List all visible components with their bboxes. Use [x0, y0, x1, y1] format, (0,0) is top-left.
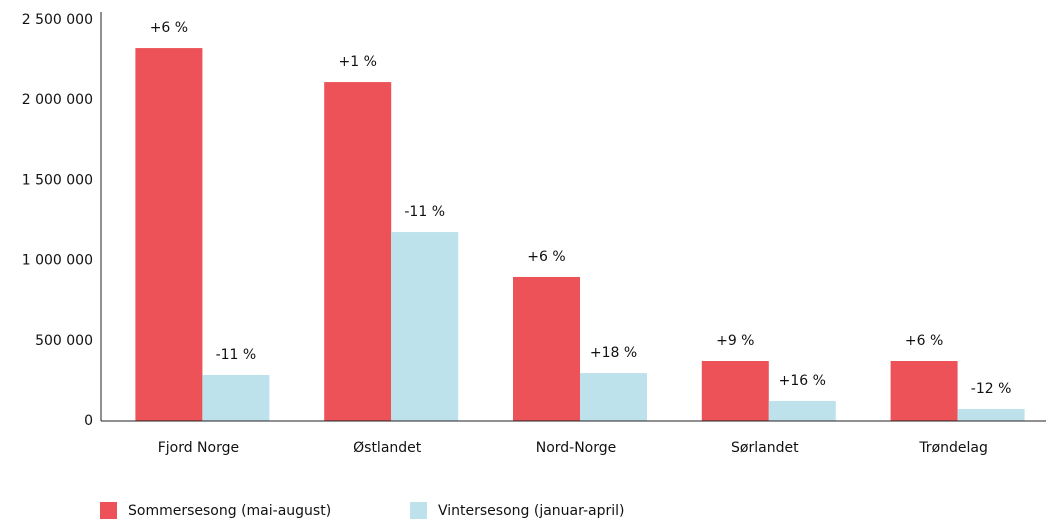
y-tick-label: 2 000 000 [22, 92, 93, 108]
y-tick-label: 500 000 [35, 333, 93, 349]
change-label: +16 % [779, 373, 826, 389]
bar [324, 82, 392, 421]
bar [202, 374, 270, 421]
change-label: -11 % [404, 204, 445, 220]
change-label: +1 % [339, 54, 377, 70]
bar [768, 400, 836, 421]
change-label: -12 % [971, 381, 1012, 397]
change-label: +9 % [716, 333, 754, 349]
bar [957, 408, 1025, 421]
bar [701, 361, 769, 421]
bar [135, 48, 203, 421]
change-label: +6 % [150, 20, 188, 36]
y-tick-label: 0 [84, 413, 93, 429]
bar [890, 361, 958, 421]
y-tick-label: 1 000 000 [22, 253, 93, 269]
y-tick-label: 1 500 000 [22, 172, 93, 188]
change-label: -11 % [216, 347, 257, 363]
change-label: +6 % [527, 249, 565, 265]
change-label: +18 % [590, 345, 637, 361]
legend-label: Sommersesong (mai-august) [128, 503, 331, 519]
bar [580, 373, 647, 421]
x-tick-label: Sørlandet [731, 440, 799, 456]
legend-swatch [410, 502, 427, 519]
bar [513, 276, 580, 421]
x-tick-label: Fjord Norge [158, 440, 239, 456]
change-label: +6 % [905, 333, 943, 349]
legend-swatch [100, 502, 117, 519]
x-tick-label: Østlandet [353, 440, 422, 456]
bar [391, 232, 459, 421]
x-tick-label: Nord-Norge [536, 440, 617, 456]
legend-label: Vintersesong (januar-april) [438, 503, 625, 519]
y-tick-label: 2 500 000 [22, 12, 93, 28]
x-tick-label: Trøndelag [918, 440, 988, 456]
